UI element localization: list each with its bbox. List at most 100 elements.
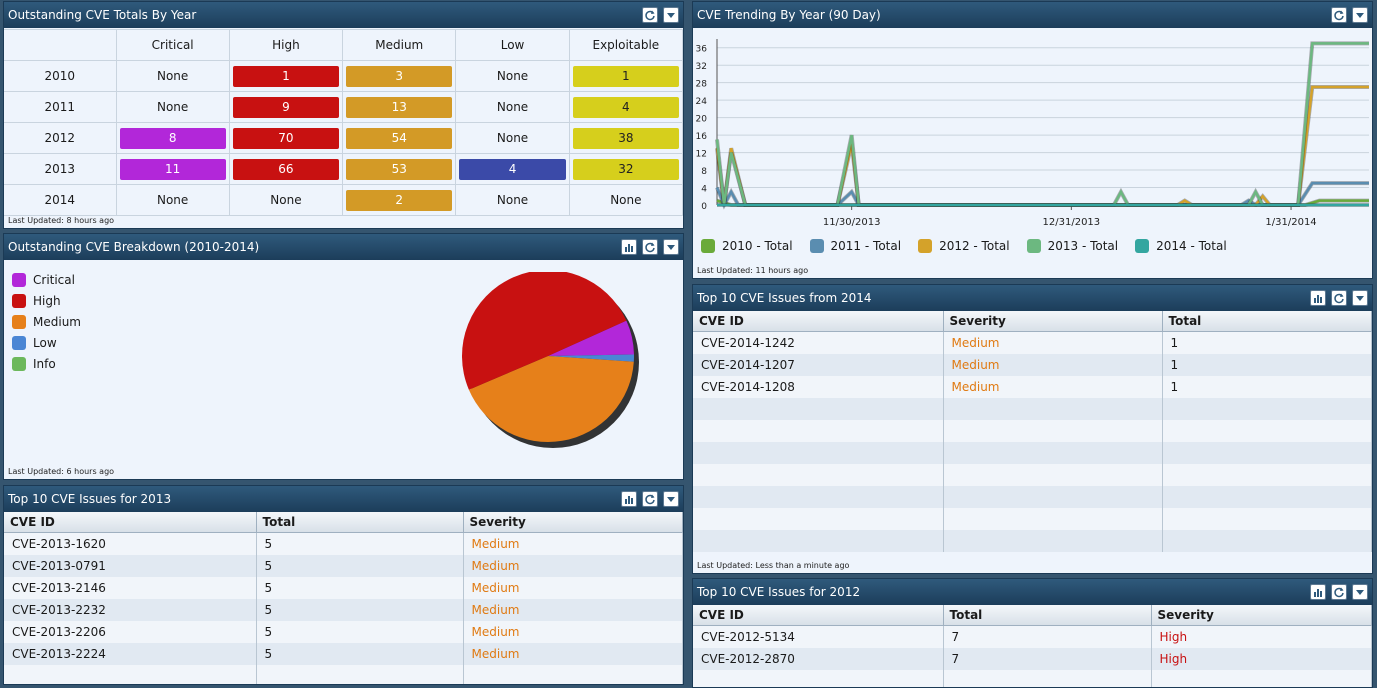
critical-badge[interactable]: 8	[119, 127, 226, 149]
legend-swatch	[1135, 239, 1150, 253]
dropdown-icon[interactable]	[663, 491, 679, 507]
legend-label: Info	[33, 356, 56, 371]
top2012-panel: Top 10 CVE Issues for 2012 CVE ID Total …	[692, 578, 1373, 688]
refresh-icon[interactable]	[1331, 584, 1347, 600]
pie-slice-low[interactable]	[548, 354, 634, 362]
empty-cell	[256, 665, 464, 684]
table-row[interactable]: CVE-2013-2224 5 Medium	[4, 643, 683, 665]
exploitable-badge[interactable]: 38	[572, 127, 679, 149]
dropdown-icon[interactable]	[1352, 7, 1368, 23]
y-tick-label: 4	[701, 185, 707, 195]
table-row[interactable]: CVE-2012-5134 7 High	[693, 625, 1372, 648]
refresh-icon[interactable]	[1331, 290, 1347, 306]
medium-badge[interactable]: 54	[346, 127, 453, 149]
total-cell: 5	[256, 599, 464, 621]
table-row[interactable]: CVE-2013-2206 5 Medium	[4, 621, 683, 643]
series-line-4[interactable]	[715, 42, 1369, 207]
legend-swatch	[12, 314, 26, 329]
severity-cell: High	[1151, 648, 1372, 670]
legend-item[interactable]: High	[12, 290, 81, 311]
legend-item[interactable]: 2014 - Total	[1135, 239, 1227, 253]
col-severity[interactable]: Severity	[943, 311, 1163, 332]
medium-badge[interactable]: 53	[346, 158, 453, 180]
exploitable-badge[interactable]: 4	[572, 96, 679, 118]
table-row[interactable]: CVE-2014-1207 Medium 1	[693, 354, 1372, 376]
table-row[interactable]: CVE-2014-1242 Medium 1	[693, 331, 1372, 354]
legend-item[interactable]: Low	[12, 332, 81, 353]
table-row	[4, 665, 683, 684]
exploitable-badge[interactable]: 32	[572, 158, 679, 180]
table-row[interactable]: CVE-2012-2870 7 High	[693, 648, 1372, 670]
cve-id-cell[interactable]: CVE-2013-2206	[4, 621, 257, 643]
legend-item[interactable]: 2010 - Total	[701, 239, 793, 253]
bar-chart-icon[interactable]	[621, 491, 637, 507]
col-total[interactable]: Total	[943, 605, 1152, 626]
legend-item[interactable]: Medium	[12, 311, 81, 332]
cve-id-cell[interactable]: CVE-2013-1620	[4, 532, 257, 555]
table-row[interactable]: CVE-2013-2232 5 Medium	[4, 599, 683, 621]
series-line-2[interactable]	[715, 181, 1369, 208]
x-tick-label: 12/31/2013	[1043, 217, 1101, 228]
legend-item[interactable]: 2012 - Total	[918, 239, 1010, 253]
medium-badge[interactable]: 13	[346, 96, 453, 118]
col-total[interactable]: Total	[256, 512, 464, 533]
cve-id-cell[interactable]: CVE-2013-2232	[4, 599, 257, 621]
col-severity[interactable]: Severity	[1151, 605, 1372, 626]
col-cve-id[interactable]: CVE ID	[693, 605, 944, 626]
col-total[interactable]: Total	[1162, 311, 1372, 332]
legend-swatch	[809, 239, 824, 253]
refresh-icon[interactable]	[642, 239, 658, 255]
cve-id-cell[interactable]: CVE-2012-5134	[693, 625, 944, 648]
refresh-icon[interactable]	[1331, 7, 1347, 23]
table-row[interactable]: CVE-2013-1620 5 Medium	[4, 532, 683, 555]
x-tick-label: 11/30/2013	[823, 217, 881, 228]
medium-badge[interactable]: 2	[346, 189, 453, 211]
medium-badge[interactable]: 3	[346, 65, 453, 87]
dropdown-icon[interactable]	[663, 239, 679, 255]
col-cve-id[interactable]: CVE ID	[693, 311, 944, 332]
low-badge[interactable]: 4	[459, 158, 566, 180]
y-tick-label: 16	[696, 132, 708, 142]
cve-id-cell[interactable]: CVE-2014-1208	[693, 376, 944, 398]
critical-badge[interactable]: 11	[119, 158, 226, 180]
empty-cell	[943, 420, 1163, 442]
table-row[interactable]: CVE-2013-2146 5 Medium	[4, 577, 683, 599]
critical-value: None	[115, 91, 230, 123]
refresh-icon[interactable]	[642, 491, 658, 507]
bar-chart-icon[interactable]	[621, 239, 637, 255]
bar-chart-icon[interactable]	[1310, 290, 1326, 306]
cve-id-cell[interactable]: CVE-2012-2870	[693, 648, 944, 670]
legend-item[interactable]: 2013 - Total	[1026, 239, 1119, 253]
year-label: 2013	[4, 153, 117, 185]
dropdown-icon[interactable]	[1352, 290, 1368, 306]
dropdown-icon[interactable]	[663, 7, 679, 23]
high-badge[interactable]: 70	[232, 127, 340, 149]
high-badge[interactable]: 66	[232, 158, 340, 180]
refresh-icon[interactable]	[642, 7, 658, 23]
high-badge[interactable]: 1	[232, 65, 340, 87]
legend-item[interactable]: 2011 - Total	[809, 239, 901, 253]
table-row[interactable]: CVE-2013-0791 5 Medium	[4, 555, 683, 577]
pie-slice-critical[interactable]	[548, 320, 634, 356]
high-badge[interactable]: 9	[232, 96, 340, 118]
cve-id-cell[interactable]: CVE-2014-1207	[693, 354, 944, 376]
legend-label: 2013 - Total	[1047, 239, 1119, 253]
empty-cell	[1162, 442, 1372, 464]
cve-id-cell[interactable]: CVE-2013-2224	[4, 643, 257, 665]
cve-id-cell[interactable]: CVE-2013-0791	[4, 555, 257, 577]
cve-id-cell[interactable]: CVE-2014-1242	[693, 331, 944, 354]
table-row[interactable]: CVE-2014-1208 Medium 1	[693, 376, 1372, 398]
exploitable-badge[interactable]: 1	[572, 65, 679, 87]
cve-id-cell[interactable]: CVE-2013-2146	[4, 577, 257, 599]
high-value: None	[228, 184, 344, 216]
dropdown-icon[interactable]	[1352, 584, 1368, 600]
bar-chart-icon[interactable]	[1310, 584, 1326, 600]
year-row: 2014 None None 2 None None	[4, 184, 683, 216]
pie-slice-medium[interactable]	[468, 356, 634, 443]
legend-item[interactable]: Info	[12, 353, 81, 374]
pie-slice-high[interactable]	[462, 272, 627, 390]
legend-item[interactable]: Critical	[12, 269, 81, 290]
x-tick-label: 1/31/2014	[1265, 217, 1316, 228]
col-cve-id[interactable]: CVE ID	[4, 512, 257, 533]
col-severity[interactable]: Severity	[463, 512, 683, 533]
